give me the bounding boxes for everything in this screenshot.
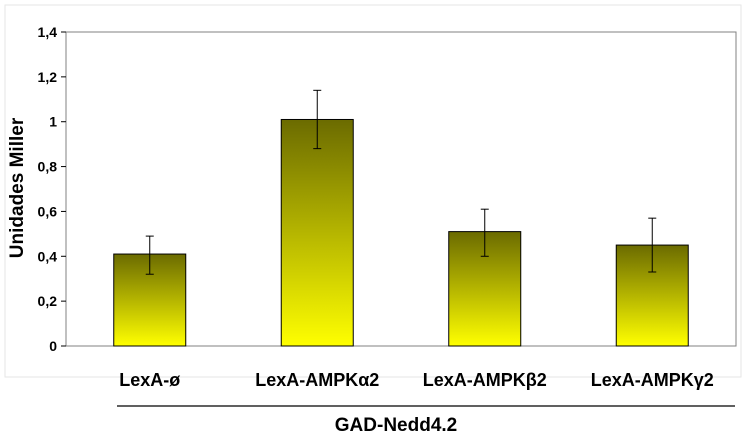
y-tick-label: 0,8 bbox=[38, 159, 58, 175]
y-tick-label: 0 bbox=[49, 338, 57, 354]
bars bbox=[113, 118, 689, 347]
x-category-label: LexA-AMPKα2 bbox=[255, 370, 379, 390]
chart-frame bbox=[4, 4, 742, 378]
x-category-label: LexA-ø bbox=[119, 370, 180, 390]
y-tick-label: 0,4 bbox=[38, 248, 58, 264]
error-bar bbox=[313, 89, 322, 150]
y-tick-label: 1,2 bbox=[38, 69, 58, 85]
y-axis-title: Unidades Miller bbox=[7, 117, 28, 258]
y-axis: 0 0,2 0,4 0,6 0,8 1 1,2 1,4 bbox=[38, 24, 66, 354]
x-category-label: LexA-AMPKγ2 bbox=[591, 370, 714, 390]
y-tick-label: 0,2 bbox=[38, 293, 58, 309]
error-bars bbox=[145, 89, 657, 275]
y-tick-label: 1 bbox=[49, 114, 57, 130]
error-bar bbox=[480, 208, 489, 257]
error-bar bbox=[648, 217, 657, 273]
x-category-label: LexA-AMPKβ2 bbox=[423, 370, 547, 390]
group-label: GAD-Nedd4.2 bbox=[335, 415, 457, 434]
bar bbox=[280, 118, 354, 347]
error-bar bbox=[145, 235, 154, 275]
y-tick-label: 0,6 bbox=[38, 203, 58, 219]
x-category-labels: LexA-ø LexA-AMPKα2 LexA-AMPKβ2 LexA-AMPKγ2 bbox=[119, 370, 714, 390]
y-tick-label: 1,4 bbox=[38, 24, 58, 40]
